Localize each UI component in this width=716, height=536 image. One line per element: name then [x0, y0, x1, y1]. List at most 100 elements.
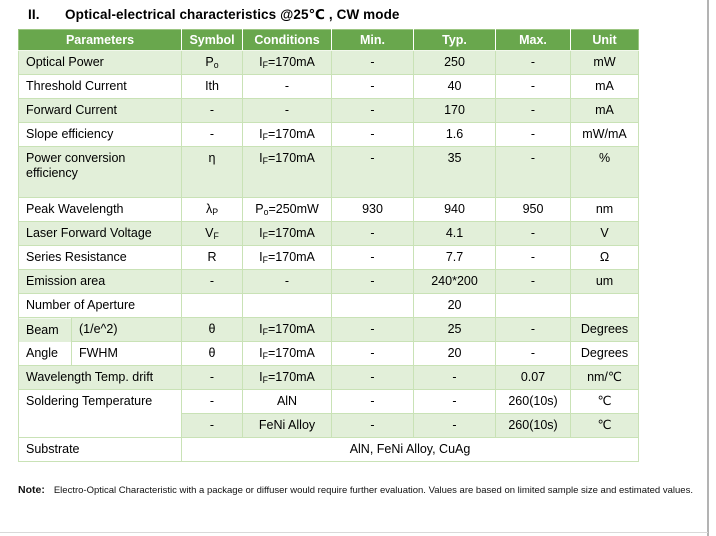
header-max: Max. — [495, 29, 571, 51]
cell-max: - — [495, 269, 572, 294]
cell-typ: 1.6 — [413, 122, 497, 147]
table-row: FWHM θ IF=170mA - 20 - Degrees — [19, 341, 640, 366]
cell-typ: 40 — [413, 74, 497, 99]
cell-unit: mA — [570, 98, 640, 123]
cell-max: - — [495, 50, 572, 75]
cell-symbol: - — [181, 269, 244, 294]
cell-symbol: VF — [181, 221, 244, 246]
cell-min: 930 — [331, 197, 415, 222]
cell-typ: 940 — [413, 197, 497, 222]
cell-conditions: IF=170mA — [242, 146, 333, 198]
cell-min: - — [331, 317, 415, 342]
cell-typ: 20 — [413, 293, 497, 318]
cell-symbol: - — [181, 365, 244, 390]
table-row: Slope efficiency - IF=170mA - 1.6 - mW/m… — [17, 122, 640, 147]
cell-parameter: Substrate — [17, 437, 183, 462]
cell-max: 950 — [495, 197, 572, 222]
header-conditions: Conditions — [242, 29, 332, 51]
cell-unit: V — [570, 221, 640, 246]
cell-min — [331, 293, 415, 318]
cell-typ: 170 — [413, 98, 497, 123]
header-min: Min. — [331, 29, 414, 51]
header-unit: Unit — [570, 29, 639, 51]
section-number: II. — [28, 7, 40, 22]
cell-symbol: - — [181, 389, 244, 414]
cell-beam-sub: (1/e^2) — [70, 317, 183, 342]
cell-min: - — [331, 221, 415, 246]
cell-unit: ℃ — [570, 389, 640, 414]
cell-conditions: IF=170mA — [242, 221, 333, 246]
cell-symbol: - — [181, 413, 244, 438]
cell-min: - — [331, 413, 415, 438]
cell-substrate-value: AlN, FeNi Alloy, CuAg — [181, 437, 640, 462]
section-title-text: Optical-electrical characteristics @25℃ … — [65, 7, 400, 22]
cell-symbol — [181, 293, 244, 318]
cell-parameter: Peak Wavelength — [17, 197, 183, 222]
note: Note: Electro-Optical Characteristic with… — [18, 475, 694, 506]
cell-unit: mA — [570, 74, 640, 99]
cell-unit: nm — [570, 197, 640, 222]
table-row: Peak Wavelength λP Po=250mW 930 940 950 … — [17, 197, 640, 222]
cell-min: - — [331, 98, 415, 123]
cell-typ: 20 — [413, 341, 497, 366]
cell-unit: mW/mA — [570, 122, 640, 147]
cell-typ: - — [413, 365, 497, 390]
cell-conditions: IF=170mA — [242, 365, 333, 390]
cell-min: - — [331, 365, 415, 390]
cell-parameter: Optical Power — [17, 50, 183, 75]
cell-unit: Ω — [570, 245, 640, 270]
header-typ: Typ. — [413, 29, 496, 51]
characteristics-table: Parameters Symbol Conditions Min. Typ. M… — [17, 29, 640, 462]
table-row: Power conversion efficiency η IF=170mA -… — [17, 146, 640, 198]
cell-symbol: η — [181, 146, 244, 198]
table-row: Series Resistance R IF=170mA - 7.7 - Ω — [17, 245, 640, 270]
cell-min: - — [331, 122, 415, 147]
cell-max — [495, 293, 572, 318]
cell-symbol: Ith — [181, 74, 244, 99]
cell-min: - — [331, 245, 415, 270]
cell-typ: 25 — [413, 317, 497, 342]
cell-parameter: Power conversion efficiency — [17, 146, 183, 198]
cell-typ: - — [413, 413, 497, 438]
cell-unit: mW — [570, 50, 640, 75]
cell-min: - — [331, 389, 415, 414]
cell-max: - — [495, 245, 572, 270]
cell-unit: ℃ — [570, 413, 640, 438]
cell-parameter: Threshold Current — [17, 74, 183, 99]
cell-min: - — [331, 341, 415, 366]
page-edge-vertical — [707, 0, 709, 536]
cell-unit: Degrees — [570, 317, 640, 342]
cell-max: - — [495, 74, 572, 99]
cell-conditions: AlN — [242, 389, 333, 414]
table-row: Soldering Temperature - AlN - - 260(10s)… — [17, 389, 640, 438]
note-text: Electro-Optical Characteristic with a pa… — [53, 485, 693, 496]
cell-symbol: λP — [181, 197, 244, 222]
header-parameters: Parameters — [17, 29, 182, 51]
cell-typ: 240*200 — [413, 269, 497, 294]
cell-unit: um — [570, 269, 640, 294]
cell-symbol: Po — [181, 50, 244, 75]
cell-unit: % — [570, 146, 640, 198]
cell-typ: 4.1 — [413, 221, 497, 246]
table-row: Threshold Current Ith - - 40 - mA — [17, 74, 640, 99]
table-row: Emission area - - - 240*200 - um — [17, 269, 640, 294]
cell-max: - — [495, 317, 572, 342]
cell-unit: nm/℃ — [570, 365, 640, 390]
cell-max: - — [495, 122, 572, 147]
table-row: Wavelength Temp. drift - IF=170mA - - 0.… — [17, 365, 640, 390]
cell-unit — [570, 293, 640, 318]
cell-conditions: FeNi Alloy — [242, 413, 333, 438]
cell-conditions: - — [242, 269, 333, 294]
cell-parameter: Forward Current — [17, 98, 183, 123]
table-row: Number of Aperture 20 — [17, 293, 640, 318]
section-title: II. Optical-electrical characteristics @… — [0, 0, 716, 23]
cell-symbol: θ — [181, 341, 244, 366]
page-edge-bottom — [0, 532, 708, 533]
cell-beam-angle-group: Beam Angle — [18, 317, 72, 366]
cell-conditions: IF=170mA — [242, 317, 333, 342]
cell-parameter: Laser Forward Voltage — [17, 221, 183, 246]
cell-max: 260(10s) — [495, 413, 572, 438]
cell-unit: Degrees — [570, 341, 640, 366]
cell-conditions: - — [242, 98, 333, 123]
cell-conditions: Po=250mW — [242, 197, 333, 222]
